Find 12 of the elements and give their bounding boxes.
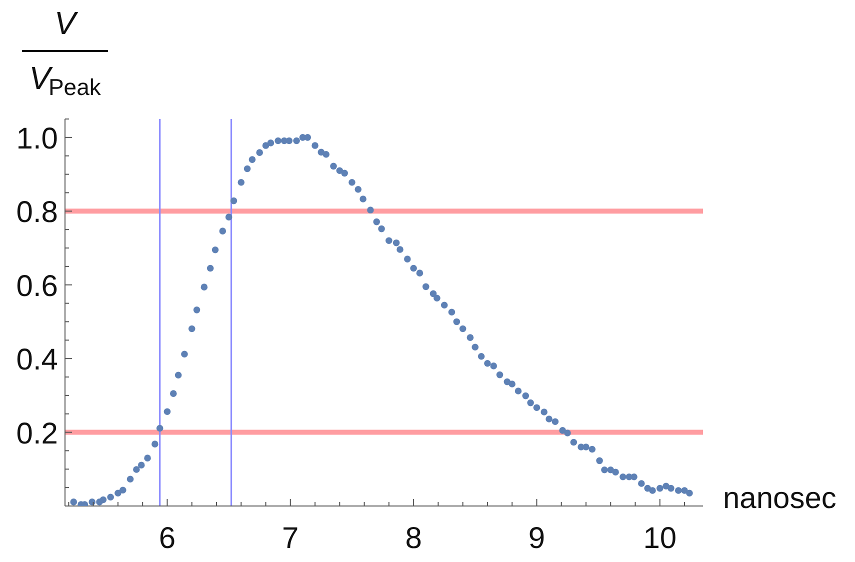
x-tick-label: 10 [643,522,677,555]
y-tick-label: 0.2 [16,417,58,450]
x-axis-title: nanosec [723,482,836,516]
y-axis-title: V V$_{Peak}$ [28,4,102,102]
x-tick-label: 7 [282,522,299,555]
y-tick-label: 0.6 [16,270,58,303]
x-tick-label: 6 [158,522,176,555]
y-tick-label: 1.0 [16,122,58,156]
y-tick-label: 0.8 [16,196,58,230]
y-tick-label: 0.4 [16,344,58,377]
x-tick-label: 9 [528,522,546,555]
x-tick-label: 8 [405,522,422,555]
